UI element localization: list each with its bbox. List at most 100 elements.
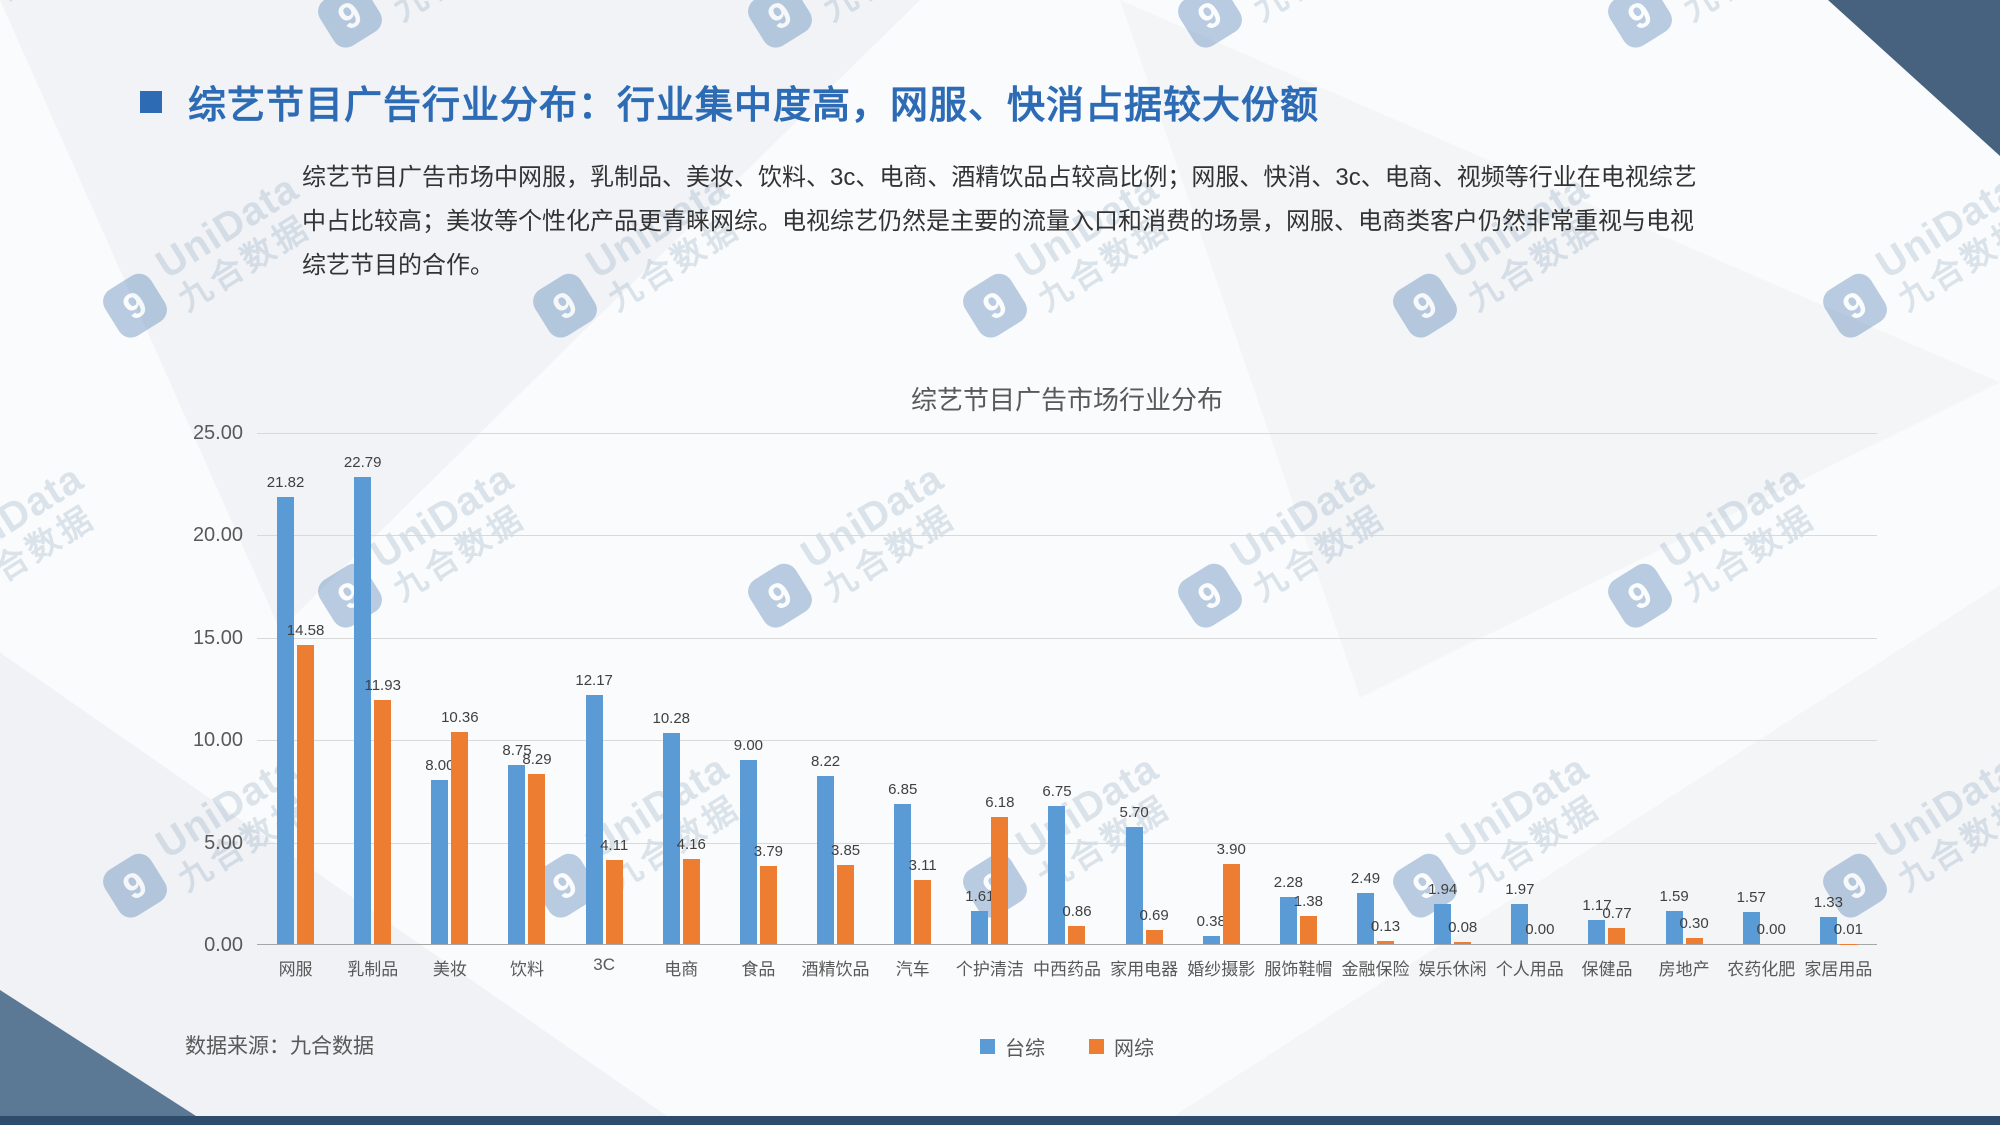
bar-台综: 8.22 xyxy=(811,753,840,944)
bar-value-label: 3.79 xyxy=(753,843,784,861)
x-tick-label: 娱乐休闲 xyxy=(1418,960,1487,979)
bar-value-label: 22.79 xyxy=(343,454,382,472)
legend-swatch xyxy=(1089,1039,1104,1054)
bar-value-label: 10.36 xyxy=(441,708,479,726)
bar-台综: 6.75 xyxy=(1042,783,1072,944)
bar-group: 1.97 0.00 xyxy=(1491,433,1568,944)
x-tick-label: 食品 xyxy=(741,960,776,979)
bar-group: 6.75 0.86 xyxy=(1028,433,1105,944)
bottom-accent-bar xyxy=(0,1116,2000,1125)
source-note: 数据来源：九合数据 xyxy=(185,1035,374,1058)
bar-value-label: 4.16 xyxy=(676,835,706,853)
bar-group: 1.17 0.77 xyxy=(1568,433,1645,944)
bar-group: 22.79 11.93 xyxy=(334,433,411,944)
bar-value-label: 0.00 xyxy=(1525,921,1555,938)
y-tick-label: 10.00 xyxy=(192,729,243,752)
title-row: 综艺节目广告行业分布：行业集中度高，网服、快消占据较大份额 xyxy=(140,74,1319,129)
bar-台综: 1.94 xyxy=(1428,881,1457,944)
bar-台综: 10.28 xyxy=(652,710,690,944)
bar-value-label: 0.86 xyxy=(1062,903,1092,921)
chart-title: 综艺节目广告市场行业分布 xyxy=(910,385,1223,415)
bar-group: 2.28 1.38 xyxy=(1260,433,1337,944)
bar-台综: 6.85 xyxy=(888,781,917,944)
bar-group: 8.75 8.29 xyxy=(488,433,565,944)
bar-网综: 11.93 xyxy=(364,677,401,944)
bar-value-label: 0.30 xyxy=(1679,914,1709,932)
x-tick-label: 家居用品 xyxy=(1804,960,1873,979)
bar-value-label: 0.01 xyxy=(1833,920,1863,938)
bar-网综: 3.90 xyxy=(1217,841,1246,944)
bar-台综: 1.33 xyxy=(1814,894,1843,944)
gridline xyxy=(257,740,1877,742)
x-tick-label: 农药化肥 xyxy=(1727,960,1796,979)
x-tick-label: 保健品 xyxy=(1581,960,1633,979)
bar-value-label: 0.69 xyxy=(1139,906,1169,924)
bar-value-label: 8.22 xyxy=(810,752,841,770)
x-tick-label: 电商 xyxy=(664,960,699,979)
gridline xyxy=(257,842,1877,844)
bar-网综: 6.18 xyxy=(985,794,1014,944)
bar-value-label: 1.94 xyxy=(1428,881,1458,899)
bar-台综: 12.17 xyxy=(575,672,613,944)
y-tick-label: 20.00 xyxy=(192,524,243,547)
legend-swatch xyxy=(980,1039,995,1054)
legend-label: 台综 xyxy=(1005,1038,1045,1060)
bar-value-label: 5.70 xyxy=(1119,804,1149,822)
bar-value-label: 6.18 xyxy=(985,794,1015,812)
bar-value-label: 8.00 xyxy=(425,757,455,775)
bar-网综: 10.36 xyxy=(441,709,479,944)
x-tick-label: 个护清洁 xyxy=(955,960,1024,979)
body-text: 综艺节目广告市场中网服，乳制品、美妆、饮料、3c、电商、酒精饮品占较高比例；网服… xyxy=(302,164,1697,279)
bar-value-label: 1.17 xyxy=(1582,897,1612,915)
bar-网综: 1.38 xyxy=(1294,893,1323,944)
bar-value-label: 6.75 xyxy=(1042,782,1072,800)
bar-value-label: 6.85 xyxy=(888,780,918,798)
bar-台综: 22.79 xyxy=(344,454,381,944)
page-title: 综艺节目广告行业分布：行业集中度高，网服、快消占据较大份额 xyxy=(188,85,1320,127)
title-bullet-icon xyxy=(140,90,162,113)
bar-网综: 14.58 xyxy=(287,622,324,944)
bar-group: 10.28 4.16 xyxy=(643,433,720,944)
bar-group: 2.49 0.13 xyxy=(1337,433,1414,944)
x-tick-label: 美妆 xyxy=(432,960,467,979)
gridline xyxy=(257,637,1877,639)
bar-台综: 1.97 xyxy=(1505,881,1534,944)
bar-value-label: 1.33 xyxy=(1813,893,1843,911)
x-tick-label: 家用电器 xyxy=(1110,960,1179,979)
bar-value-label: 8.75 xyxy=(502,741,532,759)
bar-group: 5.70 0.69 xyxy=(1106,433,1183,944)
bar-网综: 0.30 xyxy=(1679,915,1709,944)
legend-label: 网综 xyxy=(1114,1038,1154,1060)
x-tick-label: 网服 xyxy=(278,960,313,979)
bar-台综: 5.70 xyxy=(1120,804,1149,944)
y-tick-label: 5.00 xyxy=(204,831,243,854)
bar-value-label: 0.13 xyxy=(1370,918,1401,936)
bar-台综: 2.28 xyxy=(1274,874,1303,944)
bar-台综: 0.38 xyxy=(1197,913,1226,944)
y-tick-label: 15.00 xyxy=(192,626,243,649)
bar-groups: 21.82 14.58 22.79 11.93 8.00 10.36 8.75 8.29 12.… xyxy=(257,433,1877,944)
bar-value-label: 4.11 xyxy=(600,836,629,854)
bar-value-label: 1.38 xyxy=(1293,892,1323,910)
bar-网综: 0.69 xyxy=(1140,907,1169,944)
bar-value-label: 9.00 xyxy=(733,736,764,754)
bar-value-label: 0.08 xyxy=(1448,919,1478,937)
bar-台综: 2.49 xyxy=(1351,870,1380,944)
bar-group: 8.00 10.36 xyxy=(411,433,488,944)
x-axis: 网服 乳制品 美妆 饮料 3C 电商 食品 酒精饮品 汽车 个护清洁 中西药品 家用电器 婚纱摄影 服饰鞋… xyxy=(257,945,1877,980)
x-tick-label: 婚纱摄影 xyxy=(1187,960,1256,979)
bar-网综: 8.29 xyxy=(522,751,552,944)
bar-台综: 1.61 xyxy=(965,888,994,944)
bar-group: 6.85 3.11 xyxy=(874,433,951,944)
bar-value-label: 12.17 xyxy=(575,671,613,689)
bar-group: 21.82 14.58 xyxy=(257,433,334,944)
bar-value-label: 1.57 xyxy=(1736,888,1766,906)
x-tick-label: 房地产 xyxy=(1658,960,1710,979)
bar-value-label: 1.61 xyxy=(965,888,995,906)
bar-台综: 9.00 xyxy=(734,737,763,944)
x-tick-label: 中西药品 xyxy=(1032,960,1101,979)
bar-group: 9.00 3.79 xyxy=(720,433,797,944)
gridline xyxy=(257,433,1877,434)
bar-value-label: 11.93 xyxy=(364,676,401,694)
